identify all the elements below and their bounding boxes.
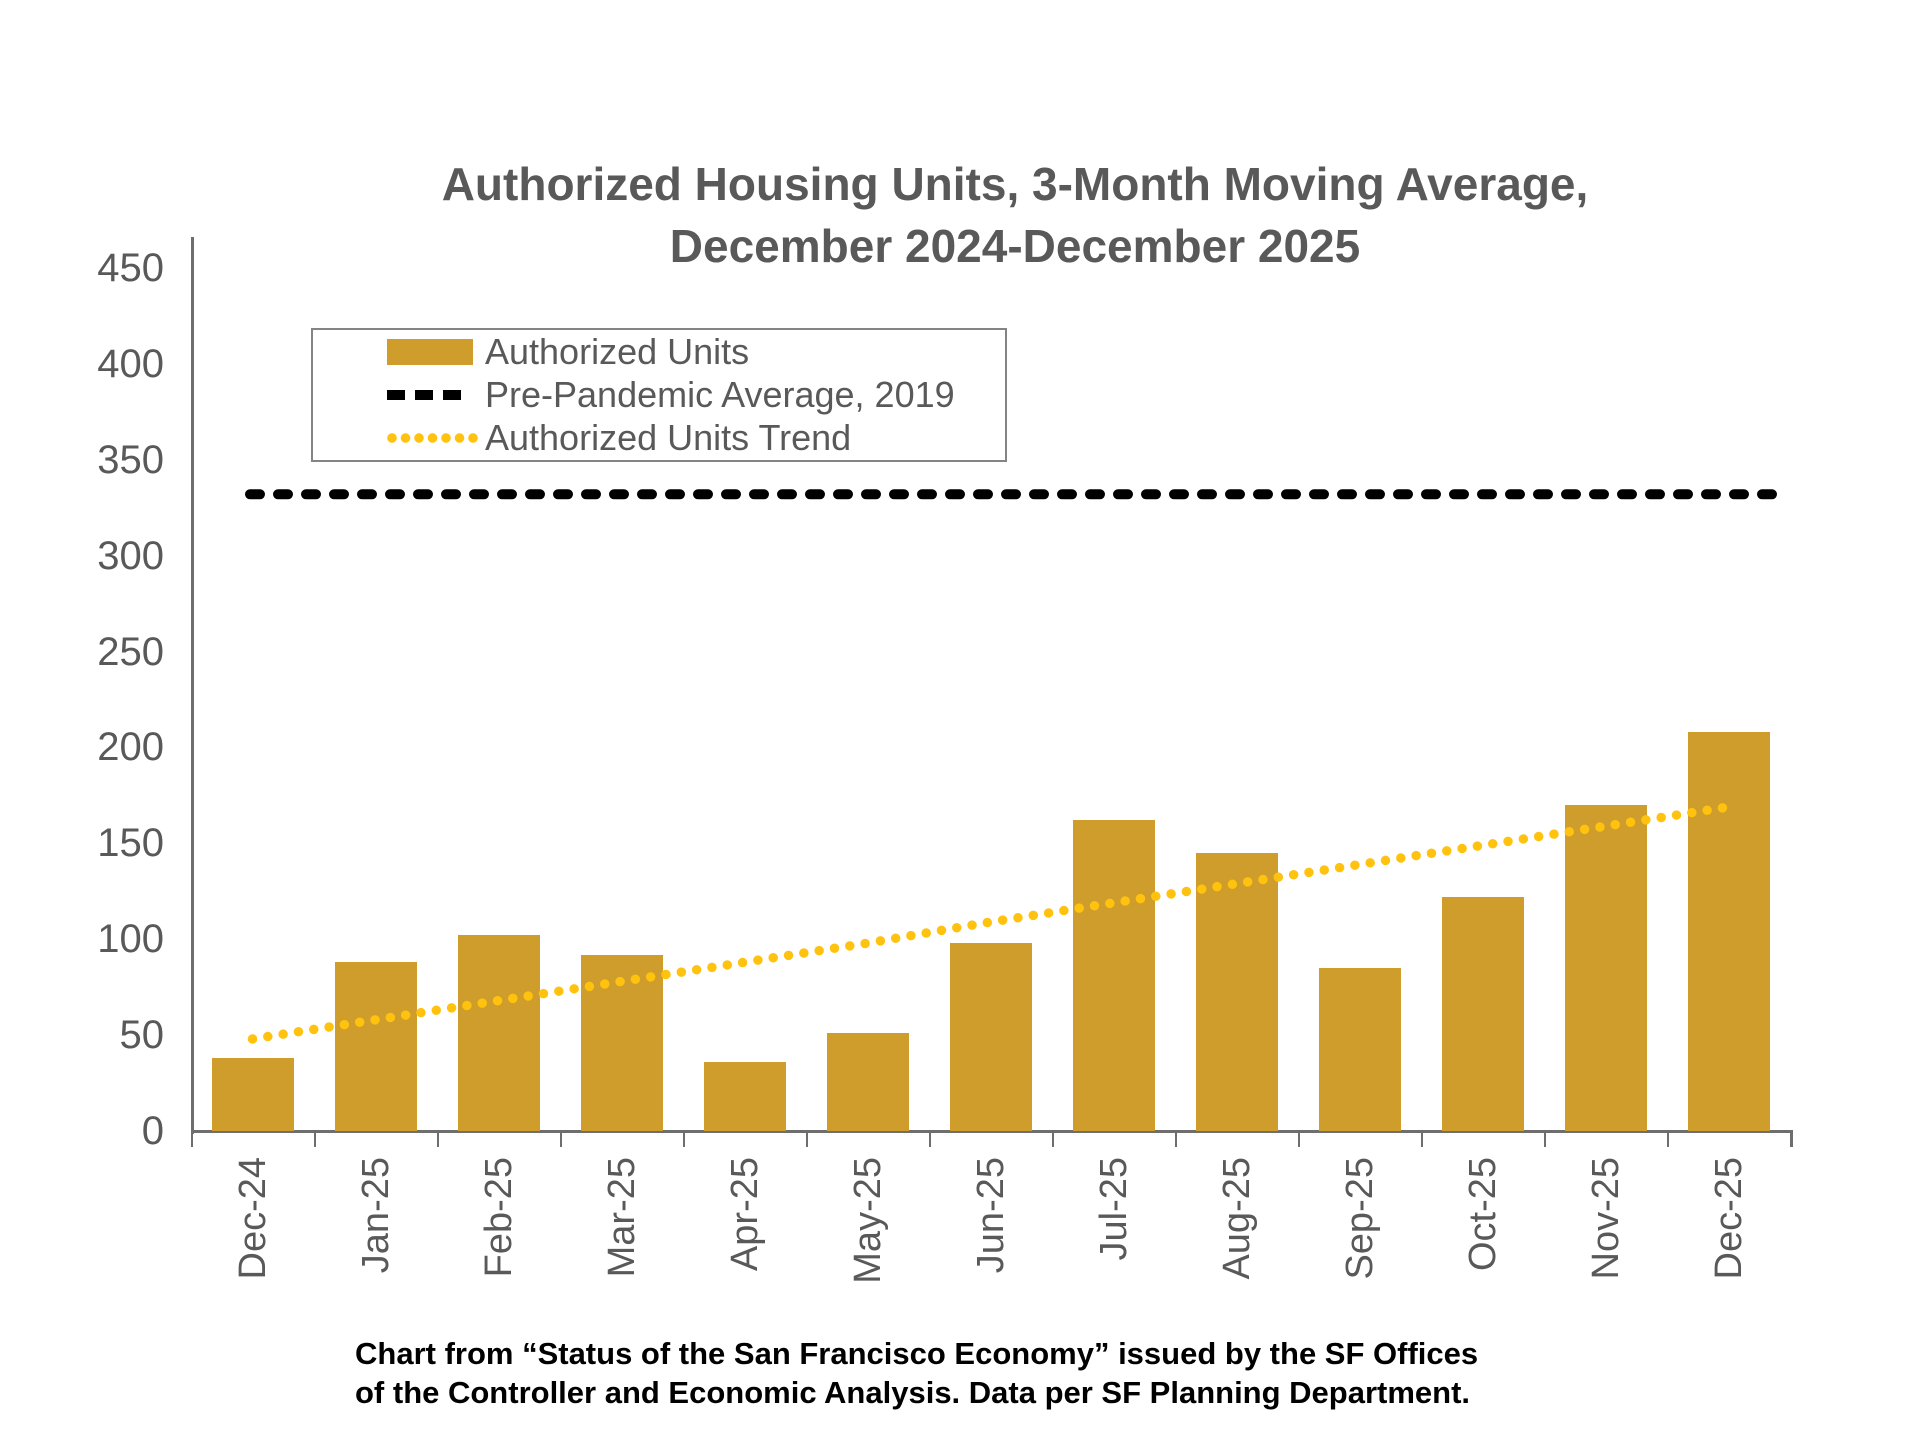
x-axis-label-Jul-25: Jul-25 <box>1092 1157 1135 1261</box>
y-axis-tick-label: 450 <box>97 245 164 290</box>
x-axis-label-Dec-24: Dec-24 <box>231 1157 274 1280</box>
y-axis-tick-label: 250 <box>97 629 164 674</box>
x-axis-tick-mark <box>190 1133 193 1147</box>
x-axis-tick-mark <box>928 1133 932 1147</box>
x-axis-tick-mark <box>1297 1133 1301 1147</box>
legend-item-label: Authorized Units <box>485 330 750 372</box>
x-axis-label-Dec-25: Dec-25 <box>1707 1157 1750 1280</box>
legend-item: Pre-Pandemic Average, 2019 <box>313 373 1005 416</box>
bar-Dec-25 <box>1687 732 1770 1131</box>
bar-Oct-25 <box>1441 897 1524 1131</box>
y-axis-line <box>190 237 194 1134</box>
bar-Jul-25 <box>1072 820 1155 1131</box>
source-note-line1: Chart from “Status of the San Francisco … <box>355 1336 1479 1371</box>
x-axis-tick-mark <box>1790 1133 1793 1147</box>
x-axis-label-Sep-25: Sep-25 <box>1338 1157 1381 1280</box>
legend-item-label: Authorized Units Trend <box>485 416 852 458</box>
y-axis-tick-label: 200 <box>97 725 164 770</box>
x-axis-label-Feb-25: Feb-25 <box>477 1157 520 1278</box>
y-axis-tick-label: 50 <box>119 1013 165 1058</box>
y-axis-tick-label: 150 <box>97 821 164 866</box>
x-axis-label-Aug-25: Aug-25 <box>1215 1157 1258 1280</box>
x-axis-tick-mark <box>1051 1133 1055 1147</box>
legend-item: Authorized Units <box>313 330 1005 373</box>
x-axis-line <box>190 1130 1793 1133</box>
legend-bar-swatch-icon <box>387 338 479 365</box>
x-axis-label-Mar-25: Mar-25 <box>600 1157 643 1278</box>
bar-Dec-24 <box>211 1058 294 1131</box>
x-axis-tick-mark <box>559 1133 563 1147</box>
chart-title: Authorized Housing Units, 3-Month Moving… <box>330 153 1700 277</box>
x-axis-tick-mark <box>436 1133 440 1147</box>
x-axis-label-Jun-25: Jun-25 <box>969 1157 1012 1274</box>
chart-title-line1: Authorized Housing Units, 3-Month Moving… <box>441 158 1589 210</box>
y-axis-tick-label: 350 <box>97 437 164 482</box>
bar-Jan-25 <box>334 962 417 1131</box>
legend: Authorized Units Pre-Pandemic Average, 20… <box>311 328 1007 462</box>
y-axis-tick-label: 300 <box>97 533 164 578</box>
x-axis-tick-mark <box>1420 1133 1424 1147</box>
x-axis-label-Jan-25: Jan-25 <box>354 1157 397 1274</box>
bar-Aug-25 <box>1195 852 1278 1131</box>
x-axis-tick-mark <box>805 1133 809 1147</box>
x-axis-tick-mark <box>1666 1133 1670 1147</box>
x-axis-label-May-25: May-25 <box>846 1157 889 1284</box>
legend-item: Authorized Units Trend <box>313 416 1005 459</box>
x-axis-tick-mark <box>1543 1133 1547 1147</box>
source-note: Chart from “Status of the San Francisco … <box>355 1334 1478 1412</box>
bar-Sep-25 <box>1318 967 1401 1131</box>
y-axis-tick-label: 100 <box>97 917 164 962</box>
legend-dotted-line-icon <box>387 432 479 443</box>
y-axis-tick-label: 400 <box>97 341 164 386</box>
x-axis-label-Nov-25: Nov-25 <box>1584 1157 1627 1280</box>
bar-Apr-25 <box>703 1061 786 1131</box>
legend-dashed-line-icon <box>387 389 479 400</box>
x-axis-tick-mark <box>1174 1133 1178 1147</box>
x-axis-label-Oct-25: Oct-25 <box>1461 1157 1504 1272</box>
bar-Nov-25 <box>1564 804 1647 1131</box>
legend-item-label: Pre-Pandemic Average, 2019 <box>485 373 955 415</box>
y-axis-tick-label: 0 <box>141 1109 164 1153</box>
x-axis-tick-mark <box>682 1133 686 1147</box>
x-axis-label-Apr-25: Apr-25 <box>723 1157 766 1272</box>
bar-Mar-25 <box>580 954 663 1131</box>
bar-Jun-25 <box>949 943 1032 1131</box>
bar-May-25 <box>826 1033 909 1131</box>
chart-title-line2: December 2024-December 2025 <box>669 220 1361 272</box>
bar-Feb-25 <box>457 935 540 1131</box>
x-axis-tick-mark <box>313 1133 317 1147</box>
source-note-line2: of the Controller and Economic Analysis.… <box>355 1375 1471 1410</box>
